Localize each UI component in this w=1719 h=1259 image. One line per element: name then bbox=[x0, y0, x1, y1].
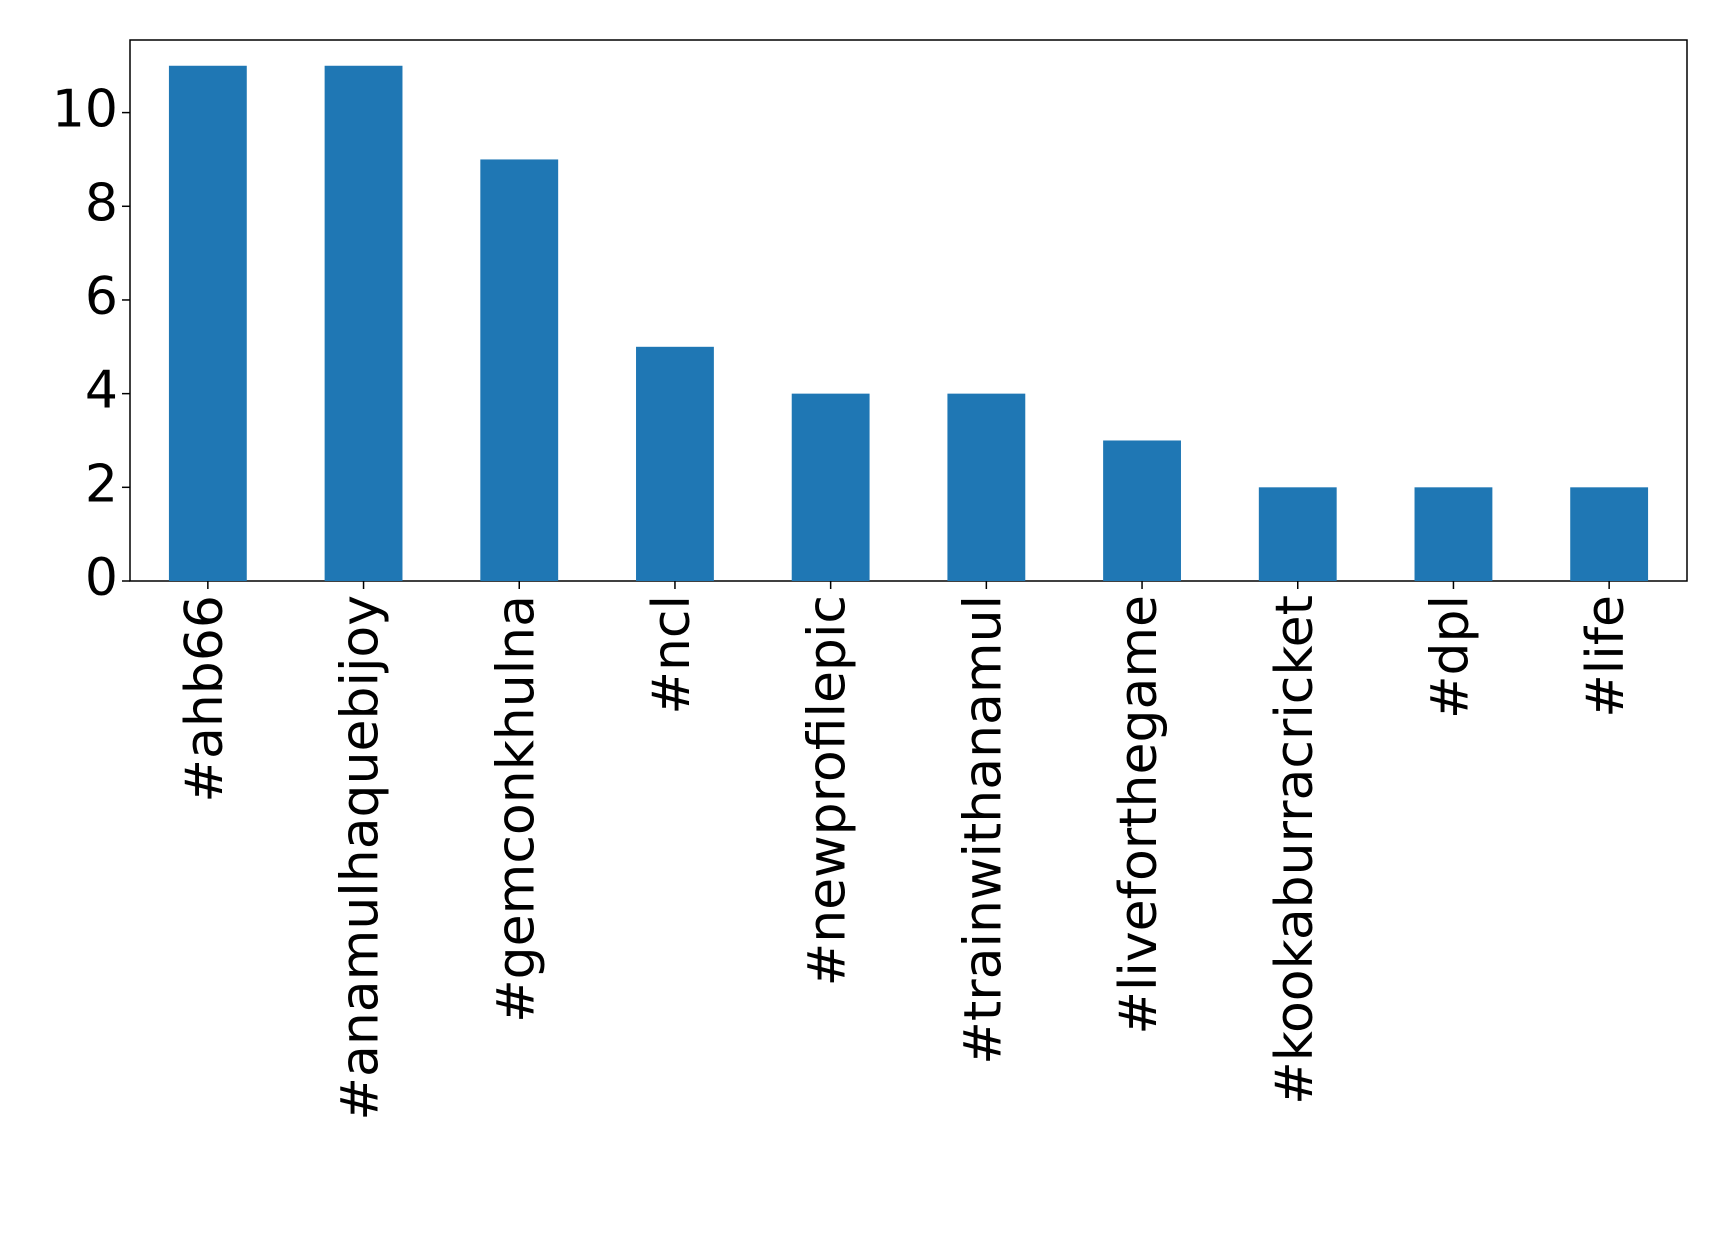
bar bbox=[168, 65, 247, 581]
bar bbox=[1414, 487, 1493, 581]
bar bbox=[324, 65, 403, 581]
x-tick-label: #anamulhaquebijoy bbox=[331, 595, 391, 1121]
bar bbox=[1103, 440, 1181, 581]
x-tick-label: #ahb66 bbox=[175, 595, 235, 803]
x-tick-label: #dpl bbox=[1420, 595, 1480, 719]
x-tick-label: #gemconkhulna bbox=[486, 595, 546, 1023]
x-tick-label: #ncl bbox=[642, 595, 702, 715]
bar bbox=[1258, 487, 1337, 581]
y-tick-label: 6 bbox=[85, 267, 118, 327]
y-tick-label: 10 bbox=[52, 80, 118, 140]
bar bbox=[480, 159, 559, 581]
x-tick-label: #kookaburracricket bbox=[1265, 595, 1325, 1105]
bar bbox=[636, 346, 714, 581]
x-tick-label: #trainwithanamul bbox=[953, 595, 1013, 1065]
bar bbox=[791, 393, 870, 581]
x-tick-label: #life bbox=[1576, 595, 1636, 718]
bar bbox=[947, 393, 1026, 581]
x-tick-label: #newprofilepic bbox=[798, 595, 858, 986]
bar bbox=[1570, 487, 1649, 581]
y-tick-label: 4 bbox=[85, 361, 118, 421]
x-tick-label: #liveforthegame bbox=[1109, 595, 1169, 1035]
axes-frame bbox=[129, 39, 1688, 582]
y-tick-label: 2 bbox=[85, 454, 118, 514]
y-tick-label: 8 bbox=[85, 173, 118, 233]
y-tick-label: 0 bbox=[85, 548, 118, 608]
